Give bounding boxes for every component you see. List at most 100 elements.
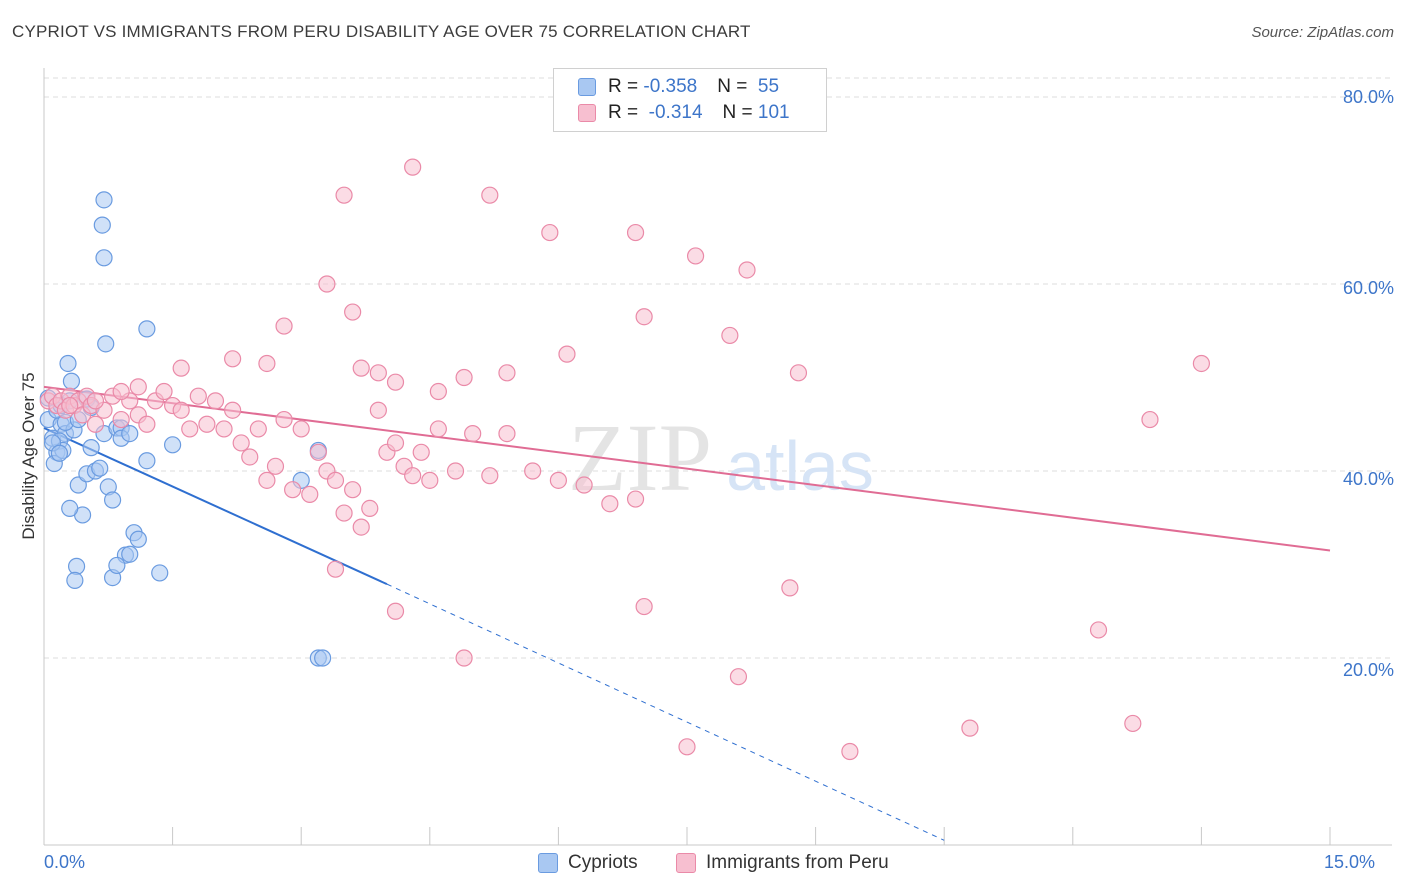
point-peru bbox=[575, 476, 593, 494]
point-peru bbox=[326, 471, 345, 489]
point-peru bbox=[781, 579, 799, 597]
point-peru bbox=[386, 602, 405, 620]
watermark-atlas: atlas bbox=[726, 427, 874, 505]
point-cypriot bbox=[91, 459, 109, 477]
data-points bbox=[39, 158, 1211, 761]
point-peru bbox=[455, 368, 473, 387]
point-peru bbox=[86, 392, 105, 410]
point-peru bbox=[352, 518, 370, 536]
point-peru bbox=[404, 467, 422, 485]
point-cypriot bbox=[61, 499, 79, 517]
point-peru bbox=[335, 186, 353, 204]
point-peru bbox=[258, 354, 276, 373]
point-peru bbox=[155, 382, 173, 401]
x-tick-label: 15.0% bbox=[1324, 852, 1376, 872]
point-peru bbox=[738, 261, 756, 279]
x-tick-label: 0.0% bbox=[44, 852, 86, 872]
point-peru bbox=[446, 462, 465, 480]
point-peru bbox=[386, 373, 405, 391]
point-peru bbox=[258, 471, 276, 489]
point-peru bbox=[284, 481, 302, 499]
point-peru bbox=[224, 401, 242, 419]
point-peru bbox=[404, 158, 422, 176]
point-peru bbox=[421, 471, 439, 489]
point-peru bbox=[181, 420, 199, 438]
point-cypriot bbox=[95, 249, 113, 267]
point-cypriot bbox=[151, 564, 169, 582]
legend-item-peru[interactable]: Immigrants from Peru bbox=[676, 852, 889, 874]
legend-row-peru: R = -0.314 N = 101 bbox=[578, 101, 790, 125]
point-cypriot bbox=[138, 320, 156, 338]
point-peru bbox=[1089, 621, 1108, 639]
legend-label: Immigrants from Peru bbox=[706, 852, 889, 873]
point-peru bbox=[361, 499, 379, 517]
y-tick-label: 80.0% bbox=[1342, 87, 1394, 107]
point-cypriot bbox=[66, 571, 84, 589]
point-peru bbox=[369, 364, 387, 382]
point-peru bbox=[189, 387, 207, 405]
point-peru bbox=[961, 719, 979, 737]
point-peru bbox=[249, 420, 267, 438]
point-peru bbox=[686, 247, 705, 265]
swatch-blue bbox=[578, 78, 596, 96]
point-peru bbox=[318, 275, 336, 293]
trend-lines bbox=[43, 385, 1331, 841]
point-cypriot bbox=[129, 530, 147, 548]
point-peru bbox=[1141, 410, 1159, 429]
point-peru bbox=[626, 223, 645, 242]
n-label: N = bbox=[717, 76, 753, 97]
point-peru bbox=[275, 317, 293, 335]
point-peru bbox=[309, 443, 327, 461]
point-peru bbox=[61, 396, 79, 415]
point-cypriot bbox=[95, 191, 113, 209]
point-peru bbox=[524, 462, 542, 480]
r-value: -0.314 bbox=[643, 102, 703, 123]
y-tick-label: 60.0% bbox=[1342, 278, 1394, 298]
point-peru bbox=[344, 303, 362, 321]
legend-row-cypriots: R = -0.358 N = 55 bbox=[578, 75, 779, 99]
point-peru bbox=[206, 392, 225, 410]
point-peru bbox=[198, 415, 216, 433]
swatch-pink bbox=[676, 853, 696, 873]
point-peru bbox=[112, 410, 130, 429]
point-peru bbox=[266, 457, 285, 475]
point-peru bbox=[429, 420, 447, 438]
point-cypriot bbox=[108, 556, 126, 575]
y-tick-label: 20.0% bbox=[1342, 660, 1394, 680]
point-peru bbox=[215, 420, 233, 438]
r-label: R = bbox=[608, 76, 644, 97]
n-label: N = bbox=[722, 102, 758, 123]
trend-line-cypriots bbox=[43, 427, 388, 586]
point-peru bbox=[789, 364, 808, 382]
trend-line-peru bbox=[43, 385, 1331, 552]
point-peru bbox=[541, 223, 559, 242]
point-peru bbox=[232, 434, 250, 452]
point-peru bbox=[224, 350, 242, 368]
point-peru bbox=[841, 742, 859, 761]
r-value: -0.358 bbox=[643, 76, 698, 97]
point-cypriot bbox=[82, 439, 100, 457]
point-cypriot bbox=[121, 545, 139, 563]
point-peru bbox=[549, 471, 568, 489]
point-cypriot bbox=[50, 444, 69, 462]
point-peru bbox=[601, 495, 619, 513]
point-peru bbox=[626, 490, 645, 508]
point-peru bbox=[412, 443, 430, 461]
trend-line-cypriots-extension bbox=[386, 583, 945, 841]
point-peru bbox=[498, 425, 516, 443]
source-credit: Source: ZipAtlas.com bbox=[1251, 24, 1394, 41]
legend-item-cypriots[interactable]: Cypriots bbox=[538, 852, 638, 874]
point-peru bbox=[558, 345, 576, 363]
point-cypriot bbox=[138, 452, 156, 470]
point-peru bbox=[455, 649, 473, 667]
point-peru bbox=[464, 425, 482, 443]
watermark: ZIP atlas bbox=[568, 404, 874, 511]
r-label: R = bbox=[608, 102, 644, 123]
chart-title: CYPRIOT VS IMMIGRANTS FROM PERU DISABILI… bbox=[12, 22, 751, 41]
point-peru bbox=[635, 597, 653, 616]
n-value: 101 bbox=[757, 102, 790, 123]
n-value: 55 bbox=[752, 76, 780, 97]
swatch-pink bbox=[578, 104, 596, 122]
point-peru bbox=[678, 738, 696, 756]
